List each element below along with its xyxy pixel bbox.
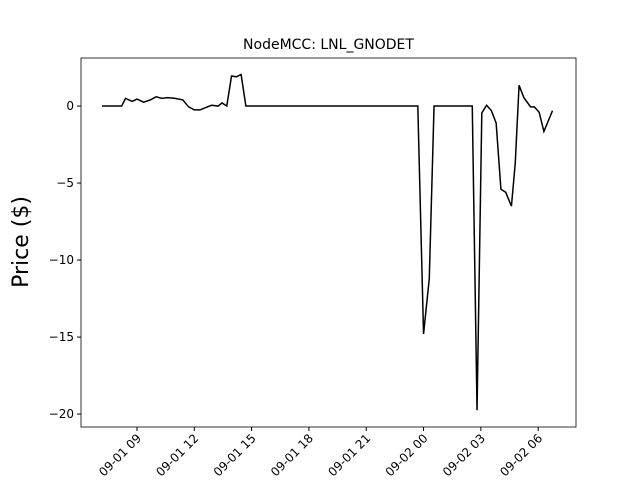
y-tick-label: −20 <box>49 407 74 421</box>
y-axis-label: Price ($) <box>9 196 34 288</box>
y-tick-label: −15 <box>49 330 74 344</box>
y-tick-label: −5 <box>56 176 74 190</box>
plot-frame <box>80 57 577 428</box>
y-tick-label: 0 <box>66 99 74 113</box>
y-tick-label: −10 <box>49 253 74 267</box>
line-series <box>102 73 554 411</box>
chart-title: NodeMCC: LNL_GNODET <box>243 37 414 53</box>
